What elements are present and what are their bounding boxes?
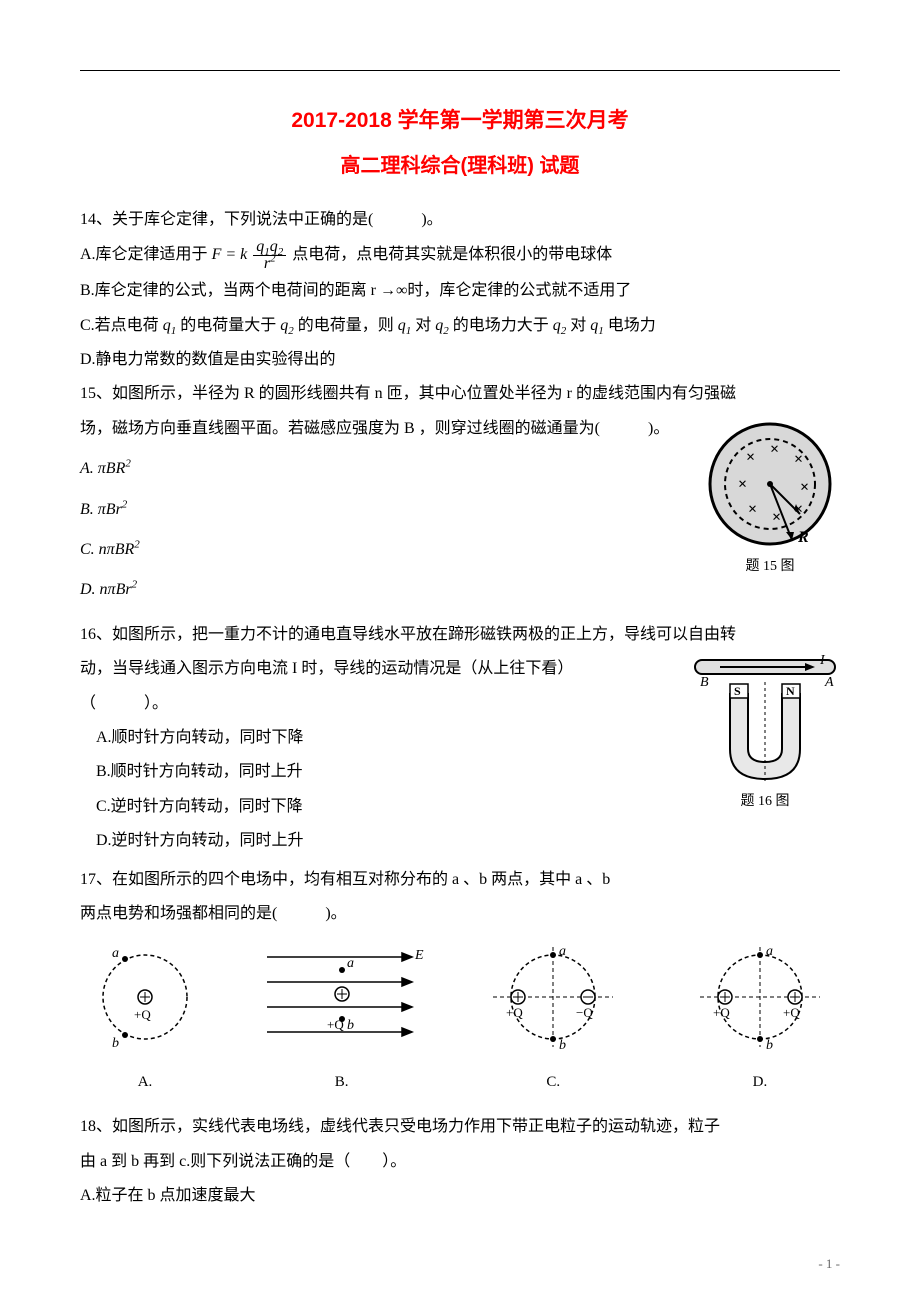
svg-text:×: × [748,501,757,518]
svg-text:a: a [766,944,773,959]
q14c-s4: 2 [443,325,449,337]
q14-opt-B: B.库仑定律的公式，当两个电荷间的距离 r →∞时，库仑定律的公式就不适用了 [80,276,840,306]
q17-diagram-C-icon: a b +Q −Q [473,937,633,1057]
q14c-t4: 的电场力大于 [453,317,553,334]
q15A-s: 2 [125,458,131,470]
q17-figures-row: a b +Q A. E a +Q [80,937,840,1096]
svg-text:a: a [347,956,354,971]
q14c-q5: q [553,317,561,334]
q18-stem1: 18、如图所示，实线代表电场线，虚线代表只受电场力作用下带正电粒子的运动轨迹，粒… [80,1112,840,1142]
svg-text:+Q: +Q [506,1005,523,1020]
q14-opt-A: A.库仑定律适用于 F = k q1q2 r2 点电荷，点电荷其实就是体积很小的… [80,239,840,272]
svg-text:+Q: +Q [134,1007,151,1022]
svg-text:×: × [794,451,803,468]
q14c-s2: 2 [288,325,294,337]
q16-lbl-B: B [700,675,709,690]
svg-text:−Q: −Q [576,1005,593,1020]
q14c-s1: 1 [171,325,177,337]
q15B-s: 2 [122,498,128,510]
svg-text:×: × [738,476,747,493]
q14c-s3: 1 [406,325,412,337]
q15D-s: 2 [132,579,138,591]
q17-stem2: 两点电势和场强都相同的是( )。 [80,899,840,929]
q15A-t: A. πBR [80,460,125,477]
q14c-t6: 电场力 [608,317,656,334]
q16-figcap: 题 16 图 [690,789,840,816]
q14-A-mid: 点电荷，点电荷其实就是体积很小的带电球体 [292,246,612,263]
q14c-s6: 1 [598,325,604,337]
q14c-s5: 2 [561,325,567,337]
q16-figure: B A I S N 题 16 图 [690,654,840,816]
q15C-s: 2 [134,539,140,551]
page-number: - 1 - [818,1252,840,1277]
exam-title-1: 2017-2018 学年第一学期第三次月考 [80,101,840,141]
svg-text:×: × [770,441,779,458]
q17-diagram-D-icon: a b +Q +Q [680,937,840,1057]
q14c-q2: q [280,317,288,334]
q16-diagram-icon: B A I S N [690,654,840,789]
q14-A-pre: A.库仑定律适用于 [80,246,208,263]
q14c-q3: q [398,317,406,334]
q15D-t: D. nπBr [80,581,132,598]
top-rule [80,70,840,71]
q15B-t: B. πBr [80,501,122,518]
q14-opt-C: C.若点电荷 q1 的电荷量大于 q2 的电荷量，则 q1 对 q2 的电场力大… [80,311,840,341]
q16-opt-D: D.逆时针方向转动，同时上升 [80,826,840,856]
svg-text:E: E [414,948,424,963]
svg-text:b: b [347,1018,354,1033]
q16-lbl-A: A [824,675,834,690]
svg-text:+Q: +Q [327,1017,344,1032]
q15-figcap: 题 15 图 [700,554,840,581]
q17-fig-A: a b +Q A. [80,937,210,1096]
q15-diagram-icon: ××× ×× ××× R [700,414,840,554]
q16-lbl-S: S [734,684,741,698]
q17-stem1: 17、在如图所示的四个电场中，均有相互对称分布的 a 、b 两点，其中 a 、b [80,865,840,895]
svg-text:+Q: +Q [713,1005,730,1020]
q17-diagram-B-icon: E a +Q b [257,937,427,1057]
q17-optA-label: A. [138,1074,153,1090]
svg-text:a: a [559,944,566,959]
q17-optC-label: C. [546,1074,560,1090]
svg-text:b: b [559,1038,566,1053]
q14c-t5: 对 [570,317,590,334]
q18-stem2: 由 a 到 b 再到 c.则下列说法正确的是（ ）。 [80,1147,840,1177]
q14-opt-D: D.静电力常数的数值是由实验得出的 [80,345,840,375]
q16-lbl-N: N [786,684,795,698]
q17-optD-label: D. [753,1074,768,1090]
exam-title-2: 高二理科综合(理科班) 试题 [80,147,840,185]
svg-text:a: a [112,946,119,961]
q17-optB-label: B. [335,1074,349,1090]
q16-stem1: 16、如图所示，把一重力不计的通电直导线水平放在蹄形磁铁两极的正上方，导线可以自… [80,620,840,650]
q14-C-pre: C.若点电荷 [80,317,163,334]
q17-fig-C: a b +Q −Q C. [473,937,633,1096]
q15-stem1: 15、如图所示，半径为 R 的圆形线圈共有 n 匝，其中心位置处半径为 r 的虚… [80,379,840,409]
q17-diagram-A-icon: a b +Q [80,937,210,1057]
q14-A-formula: F = k q1q2 r2 [212,246,293,263]
q15C-t: C. nπBR [80,541,134,558]
page: 2017-2018 学年第一学期第三次月考 高二理科综合(理科班) 试题 14、… [0,0,920,1302]
q17-fig-D: a b +Q +Q D. [680,937,840,1096]
svg-text:b: b [112,1036,119,1051]
q14c-t2: 的电荷量，则 [298,317,398,334]
svg-text:×: × [746,449,755,466]
svg-text:b: b [766,1038,773,1053]
q15-figure: ××× ×× ××× R 题 15 图 [700,414,840,581]
q18-opt-A: A.粒子在 b 点加速度最大 [80,1181,840,1211]
q17-fig-B: E a +Q b B. [257,937,427,1096]
svg-text:R: R [797,529,809,546]
svg-text:+Q: +Q [783,1005,800,1020]
q14c-t1: 的电荷量大于 [180,317,280,334]
q14-stem: 14、关于库仑定律，下列说法中正确的是( )。 [80,205,840,235]
q14c-t3: 对 [415,317,435,334]
svg-text:×: × [800,479,809,496]
q14c-q1: q [163,317,171,334]
